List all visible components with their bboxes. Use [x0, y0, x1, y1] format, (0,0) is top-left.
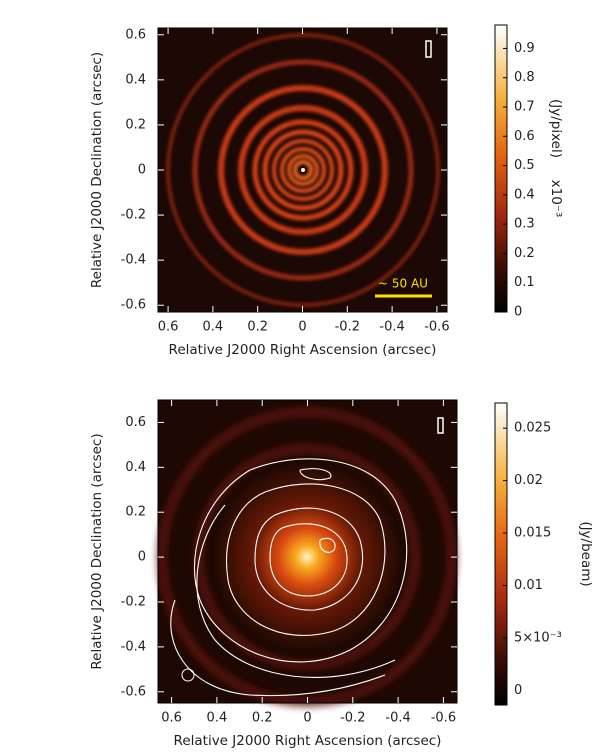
- y-tick-label: 0.2: [125, 505, 146, 520]
- x-tick-label: 0.4: [203, 320, 224, 335]
- x-tick-label: -0.6: [424, 320, 449, 335]
- x-tick-label: 0.2: [247, 320, 268, 335]
- bottom-image: [158, 400, 457, 706]
- colorbar-tick-label: 0.5: [514, 158, 535, 173]
- colorbar-label: (Jy/beam): [578, 521, 594, 586]
- colorbar-label: (Jy/pixel): [548, 99, 564, 158]
- y-tick-label: 0.4: [125, 460, 146, 475]
- x-tick-label: 0: [303, 711, 311, 726]
- colorbar-tick-label: 0.015: [514, 526, 551, 541]
- colorbar-tick-label: 5×10⁻³: [514, 630, 562, 645]
- colorbar-tick-label: 0.1: [514, 275, 535, 290]
- y-tick-label: -0.6: [121, 298, 146, 313]
- x-tick-label: 0.6: [161, 711, 182, 726]
- colorbar-tick-label: 0: [514, 305, 522, 320]
- colorbar-tick-label: 0.01: [514, 578, 543, 593]
- y-tick-label: -0.4: [121, 639, 146, 654]
- y-tick-label: 0.4: [125, 72, 146, 87]
- x-tick-label: -0.6: [431, 711, 456, 726]
- colorbar-tick-label: 0.02: [514, 473, 543, 488]
- colorbar-scale: x10⁻³: [548, 180, 564, 218]
- colorbar-tick-label: 0.025: [514, 421, 551, 436]
- colorbar-tick-label: 0.8: [514, 70, 535, 85]
- colorbar-tick-label: 0.9: [514, 41, 535, 56]
- colorbar-tick-label: 0.7: [514, 100, 535, 115]
- y-axis-label: Relative J2000 Declination (arcsec): [89, 433, 105, 669]
- y-axis-label: Relative J2000 Declination (arcsec): [89, 52, 105, 288]
- y-tick-label: -0.6: [121, 684, 146, 699]
- y-tick-label: 0.2: [125, 117, 146, 132]
- y-tick-label: 0.6: [125, 415, 146, 430]
- y-tick-label: 0: [138, 163, 146, 178]
- colorbar: [494, 24, 508, 313]
- x-axis-label: Relative J2000 Right Ascension (arcsec): [174, 733, 442, 749]
- scale-label: ~ 50 AU: [378, 277, 428, 291]
- x-tick-label: -0.2: [335, 320, 360, 335]
- colorbar-tick-label: 0.3: [514, 217, 535, 232]
- top-image: ~ 50 AU: [158, 28, 447, 312]
- x-tick-label: -0.4: [385, 711, 410, 726]
- x-tick-label: 0: [298, 320, 306, 335]
- colorbar: [494, 402, 508, 706]
- y-tick-label: -0.2: [121, 595, 146, 610]
- colorbar-tick-label: 0.2: [514, 246, 535, 261]
- x-tick-label: 0.4: [207, 711, 228, 726]
- x-tick-label: 0.6: [158, 320, 179, 335]
- x-tick-label: 0.2: [252, 711, 273, 726]
- y-tick-label: 0: [138, 550, 146, 565]
- x-tick-label: -0.4: [379, 320, 404, 335]
- x-tick-label: -0.2: [340, 711, 365, 726]
- colorbar-tick-label: 0.6: [514, 129, 535, 144]
- x-axis-label: Relative J2000 Right Ascension (arcsec): [169, 342, 437, 358]
- y-tick-label: -0.2: [121, 208, 146, 223]
- y-tick-label: 0.6: [125, 27, 146, 42]
- colorbar-tick-label: 0.4: [514, 187, 535, 202]
- y-tick-label: -0.4: [121, 253, 146, 268]
- colorbar-tick-label: 0: [514, 683, 522, 698]
